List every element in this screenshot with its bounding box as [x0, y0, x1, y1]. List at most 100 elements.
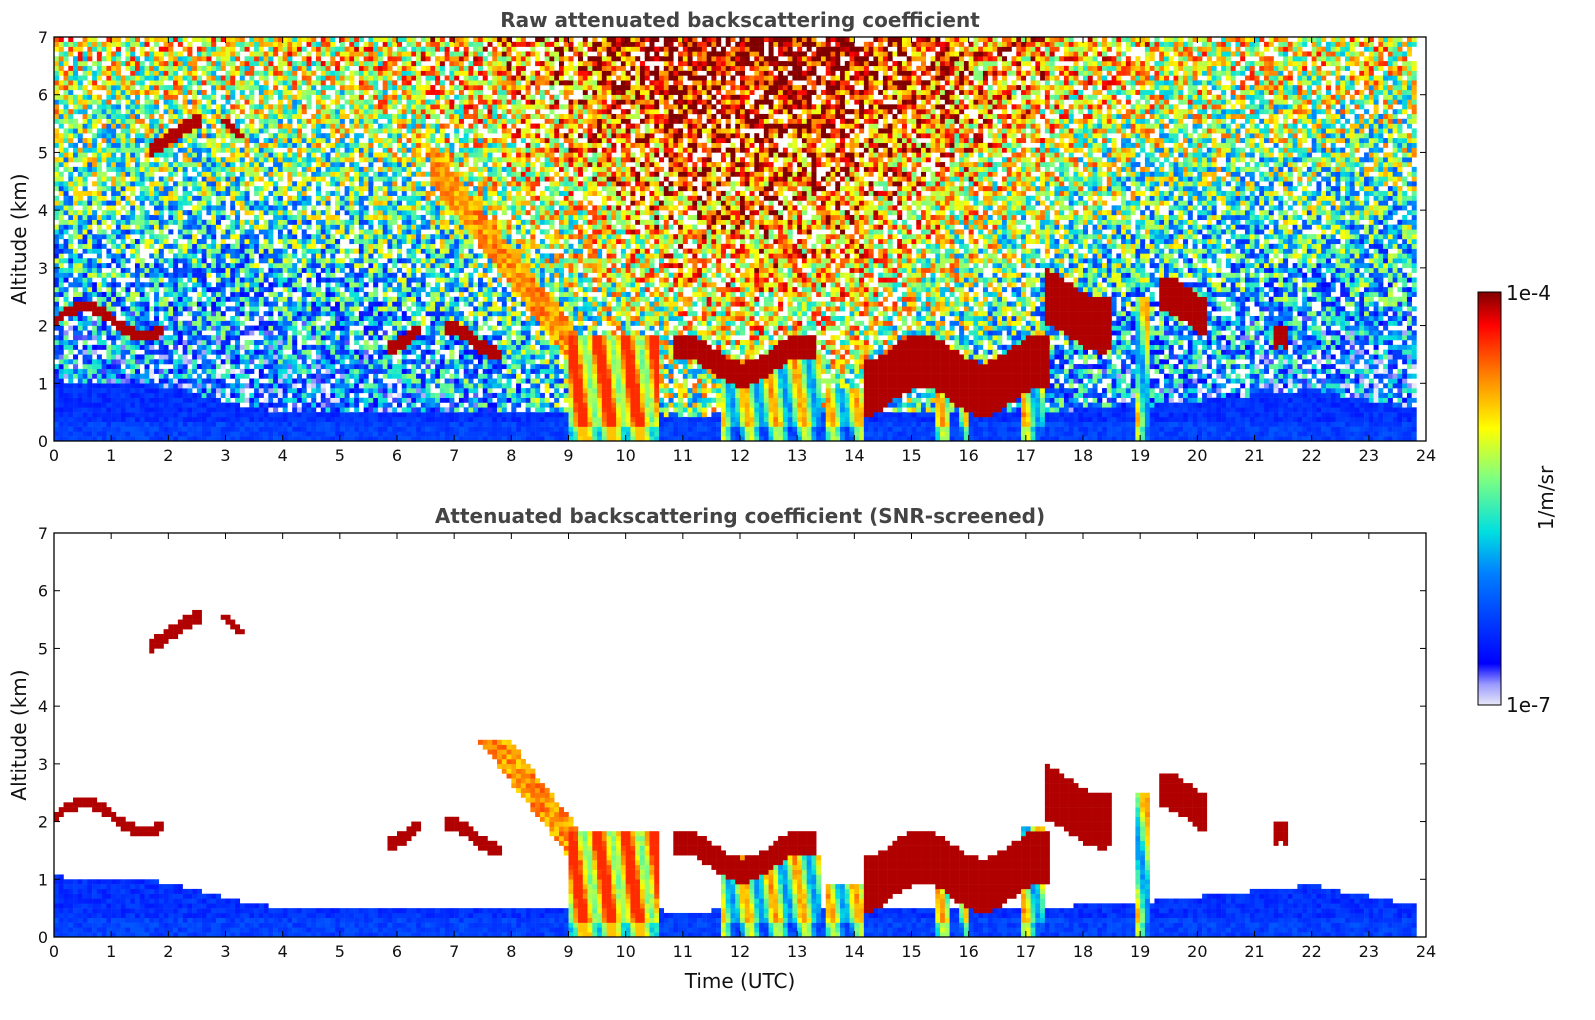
heatmap-cell: [92, 124, 97, 129]
heatmap-cell: [140, 162, 145, 167]
heatmap-cell: [359, 66, 364, 71]
heatmap-cell: [111, 119, 116, 124]
heatmap-cell: [349, 75, 354, 80]
heatmap-cell: [68, 172, 73, 177]
heatmap-cell: [187, 374, 192, 379]
heatmap-cell: [297, 80, 302, 85]
heatmap-cell: [211, 220, 216, 225]
heatmap-cell: [78, 412, 83, 417]
heatmap-cell: [216, 321, 221, 326]
heatmap-cell: [211, 378, 216, 383]
heatmap-cell: [149, 369, 154, 374]
heatmap-cell: [287, 124, 292, 129]
heatmap-cell: [273, 133, 278, 138]
heatmap-cell: [135, 162, 140, 167]
heatmap-cell: [78, 263, 83, 268]
heatmap-cell: [268, 225, 273, 230]
heatmap-cell: [97, 412, 102, 417]
heatmap-cell: [149, 427, 154, 432]
heatmap-cell: [73, 330, 78, 335]
heatmap-cell: [68, 138, 73, 143]
heatmap-cell: [192, 431, 197, 436]
heatmap-cell: [364, 359, 369, 364]
heatmap-cell: [268, 263, 273, 268]
heatmap-cell: [283, 47, 288, 52]
heatmap-cell: [335, 369, 340, 374]
heatmap-cell: [173, 162, 178, 167]
heatmap-cell: [273, 80, 278, 85]
heatmap-cell: [383, 388, 388, 393]
heatmap-cell: [83, 292, 88, 297]
heatmap-cell: [192, 326, 197, 331]
heatmap-cell: [173, 244, 178, 249]
heatmap-cell: [259, 412, 264, 417]
heatmap-cell: [245, 311, 250, 316]
heatmap-cell: [59, 359, 64, 364]
heatmap-cell: [125, 393, 130, 398]
heatmap-cell: [102, 412, 107, 417]
heatmap-cell: [130, 138, 135, 143]
heatmap-cell: [87, 100, 92, 105]
heatmap-cell: [249, 417, 254, 422]
heatmap-cell: [354, 85, 359, 90]
heatmap-cell: [135, 37, 140, 42]
heatmap-cell: [192, 364, 197, 369]
heatmap-cell: [106, 378, 111, 383]
heatmap-cell: [73, 124, 78, 129]
heatmap-cell: [78, 321, 83, 326]
heatmap-cell: [297, 85, 302, 90]
heatmap-cell: [378, 95, 383, 100]
heatmap-cell: [54, 138, 59, 143]
heatmap-cell: [321, 268, 326, 273]
heatmap-cell: [59, 61, 64, 66]
heatmap-cell: [230, 292, 235, 297]
heatmap-cell: [306, 61, 311, 66]
heatmap-cell: [216, 75, 221, 80]
heatmap-cell: [268, 388, 273, 393]
heatmap-cell: [283, 133, 288, 138]
heatmap-cell: [87, 354, 92, 359]
heatmap-cell: [68, 268, 73, 273]
heatmap-cell: [92, 85, 97, 90]
heatmap-cell: [340, 47, 345, 52]
heatmap-cell: [59, 249, 64, 254]
heatmap-cell: [87, 47, 92, 52]
heatmap-cell: [206, 422, 211, 427]
heatmap-cell: [106, 128, 111, 133]
heatmap-cell: [154, 201, 159, 206]
heatmap-cell: [311, 302, 316, 307]
heatmap-cell: [306, 374, 311, 379]
heatmap-cell: [378, 152, 383, 157]
heatmap-cell: [326, 205, 331, 210]
heatmap-cell: [92, 167, 97, 172]
heatmap-cell: [59, 157, 64, 162]
heatmap-cell: [64, 85, 69, 90]
heatmap-cell: [111, 85, 116, 90]
heatmap-cell: [359, 201, 364, 206]
heatmap-cell: [383, 75, 388, 80]
heatmap-cell: [387, 215, 392, 220]
heatmap-cell: [78, 268, 83, 273]
heatmap-cell: [259, 316, 264, 321]
heatmap-cell: [54, 47, 59, 52]
heatmap-cell: [83, 143, 88, 148]
heatmap-cell: [273, 403, 278, 408]
heatmap-cell: [287, 287, 292, 292]
heatmap-cell: [297, 330, 302, 335]
heatmap-cell: [106, 234, 111, 239]
heatmap-cell: [121, 273, 126, 278]
heatmap-cell: [159, 71, 164, 76]
heatmap-cell: [216, 66, 221, 71]
heatmap-cell: [211, 90, 216, 95]
heatmap-cell: [178, 273, 183, 278]
heatmap-cell: [59, 143, 64, 148]
heatmap-cell: [259, 95, 264, 100]
heatmap-cell: [140, 215, 145, 220]
heatmap-cell: [145, 431, 150, 436]
heatmap-cell: [140, 201, 145, 206]
heatmap-cell: [121, 263, 126, 268]
heatmap-cell: [197, 104, 202, 109]
heatmap-cell: [268, 71, 273, 76]
heatmap-cell: [178, 340, 183, 345]
heatmap-cell: [368, 225, 373, 230]
